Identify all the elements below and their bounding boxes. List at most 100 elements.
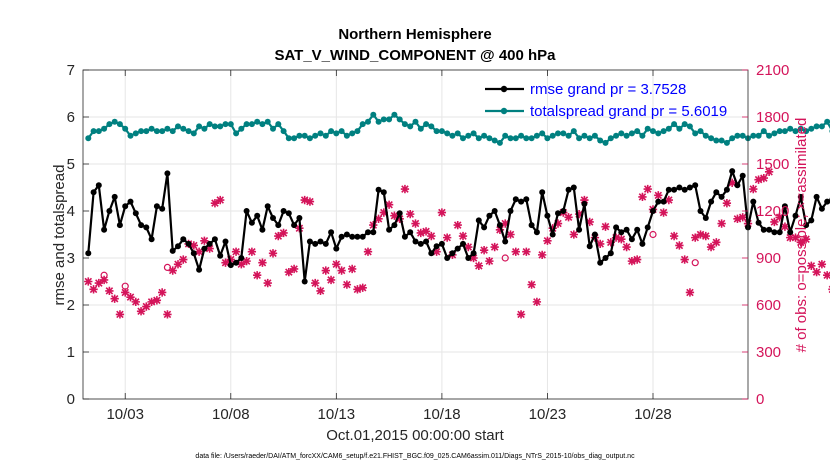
obs-assimilated-point [258,258,267,267]
obs-assimilated-point [131,297,140,307]
x-tick-label: 10/23 [529,406,567,423]
y-axis-label-right: # of obs: o=possible; ×=assimilated [793,118,810,353]
totalspread-point [718,137,725,144]
rmse-point [586,243,593,250]
rmse-point [549,231,556,238]
rmse-point [475,217,482,224]
obs-assimilated-point [247,247,257,256]
totalspread-point [449,132,456,139]
totalspread-point [90,128,97,135]
totalspread-point [634,128,641,135]
rmse-point [502,238,509,245]
rmse-point [306,238,313,245]
y-tick-label: 6 [67,109,75,126]
obs-assimilated-point [158,288,167,297]
obs-assimilated-point [84,277,93,286]
rmse-point [533,229,540,236]
totalspread-point [259,121,266,128]
rmse-point [686,184,693,191]
rmse-point [296,215,303,221]
rmse-point [655,198,662,205]
rmse-point [739,172,746,179]
totalspread-point [291,135,298,142]
obs-assimilated-point [242,256,251,266]
totalspread-point [380,116,387,123]
totalspread-point [333,130,340,137]
obs-assimilated-point [400,184,410,194]
totalspread-point [702,132,709,139]
plot-area [83,70,748,399]
rmse-point [111,193,118,200]
totalspread-point [370,111,377,118]
totalspread-point [116,121,123,128]
rmse-point [512,196,519,203]
rmse-point [607,250,614,257]
rmse-point [217,252,224,259]
rmse-point [676,184,683,191]
obs-assimilated-point [115,310,125,319]
rmse-point [438,240,445,247]
totalspread-point [386,116,393,123]
obs-assimilated-point [764,167,774,176]
totalspread-point [692,130,699,137]
rmse-point [644,224,651,231]
obs-assimilated-point [495,225,505,234]
rmse-point [729,168,736,175]
rmse-point [116,222,123,229]
rmse-point [301,278,308,285]
rmse-point [602,255,609,261]
totalspread-point [217,123,224,130]
rmse-point [122,203,129,210]
chart-title-line1: Northern Hemisphere [338,26,491,43]
totalspread-point [375,118,382,125]
obs-assimilated-point [284,267,293,277]
totalspread-point [169,128,176,135]
totalspread-point [560,130,567,137]
totalspread-point [776,128,783,135]
totalspread-point [433,128,440,135]
obs-assimilated-point [305,197,315,206]
rmse-point [370,229,377,236]
totalspread-point [644,125,651,132]
rmse-point [317,238,324,245]
obs-assimilated-point [775,213,784,222]
obs-assimilated-point [706,242,716,252]
obs-assimilated-point [326,275,336,285]
obs-assimilated-point [374,214,383,223]
totalspread-point [655,130,662,137]
rmse-point [813,193,820,200]
totalspread-point [591,132,598,139]
totalspread-point [549,132,556,139]
obs-assimilated-point [152,296,162,305]
legend-spread-label: totalspread grand pr = 5.6019 [530,103,727,120]
obs-assimilated-point [749,184,758,194]
x-tick-label: 10/03 [106,406,144,423]
totalspread-point [101,125,108,132]
rmse-point [206,240,213,247]
totalspread-point [618,130,625,137]
rmse-point [185,240,192,247]
y-right-tick-label: 600 [756,297,781,314]
obs-assimilated-point [532,297,542,307]
totalspread-point [581,132,588,139]
obs-assimilated-point [659,208,668,217]
x-axis-label: Oct.01,2015 00:00:00 start [326,427,504,444]
totalspread-point [365,118,371,125]
obs-assimilated-point [617,235,626,244]
obs-possible-point [501,254,509,262]
obs-assimilated-point [506,230,515,239]
obs-assimilated-point [253,271,262,280]
rmse-point [539,189,546,196]
totalspread-point [238,125,245,132]
obs-possible-series [100,230,699,290]
rmse-point [211,236,218,243]
rmse-point [507,208,514,214]
rmse-point [528,222,535,229]
obs-possible-point [121,282,129,290]
obs-assimilated-point [770,217,779,227]
y-tick-label: 7 [67,62,75,79]
totalspread-point [613,132,620,139]
rmse-point [771,229,778,236]
obs-assimilated-point [99,275,109,285]
obs-assimilated-point [585,217,594,227]
